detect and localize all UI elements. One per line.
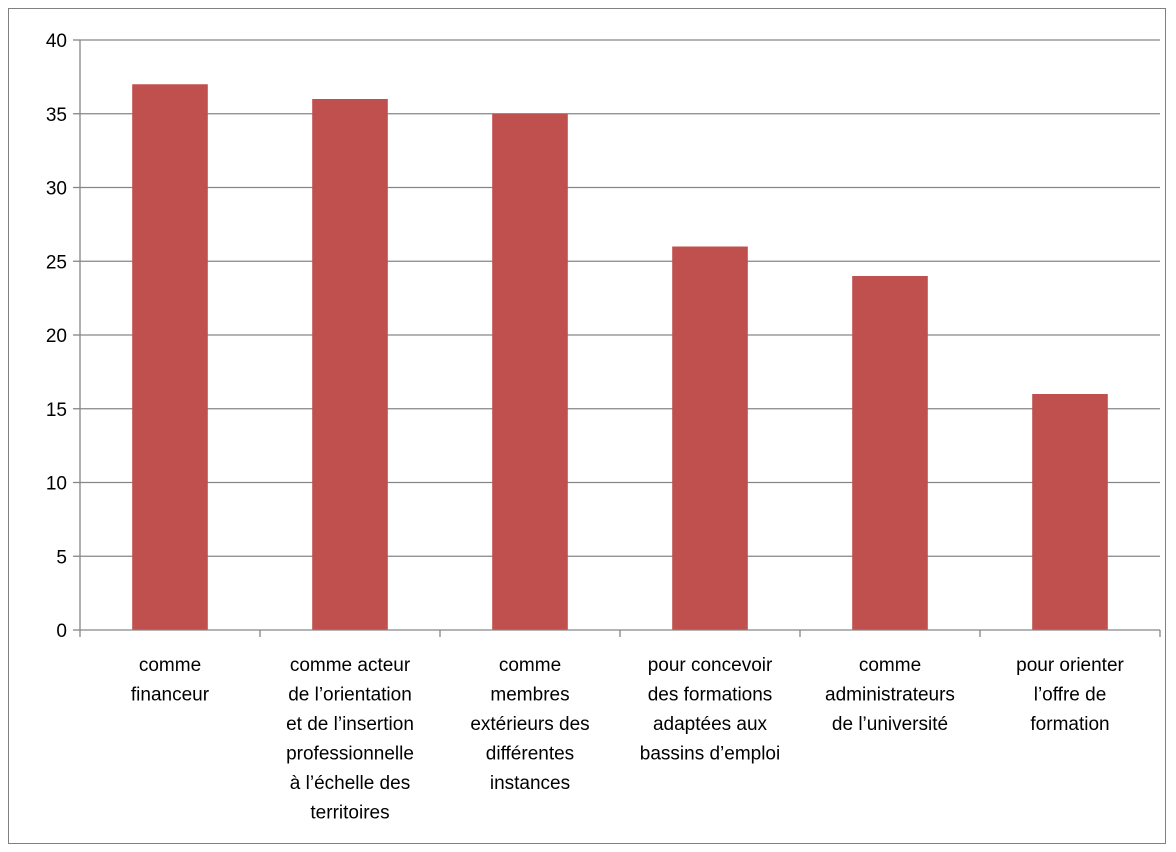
y-tick-label: 15 (46, 400, 67, 421)
y-tick-label: 5 (56, 547, 67, 568)
bars (132, 84, 1108, 630)
bar-5 (1032, 394, 1108, 630)
gridlines (80, 39, 1160, 557)
y-tick-label: 35 (46, 105, 67, 126)
x-category-labels: comme financeur comme acteur de l’orientati… (131, 655, 1125, 824)
bar-2 (492, 113, 568, 630)
x-category-label-3: pour concevoir des formations adaptées aux… (640, 655, 780, 765)
x-category-label-4: comme administrateurs de l’université (825, 655, 955, 735)
y-tick-label: 0 (56, 621, 67, 642)
y-tick-labels: 0 5 10 15 20 25 30 35 40 (46, 31, 67, 642)
bar-3 (672, 246, 748, 630)
y-tick-label: 10 (46, 474, 67, 495)
x-category-label-2: comme membres extérieurs des différentes ins… (470, 655, 589, 794)
x-category-label-0: comme financeur (131, 655, 210, 706)
y-tick-label: 40 (46, 31, 67, 52)
x-category-label-5: pour orienter l’offre de formation (1016, 655, 1124, 735)
bar-1 (312, 99, 388, 630)
y-tick-label: 30 (46, 179, 67, 200)
bar-0 (132, 84, 208, 630)
bar-4 (852, 276, 928, 630)
y-tick-label: 20 (46, 326, 67, 347)
y-tick-label: 25 (46, 252, 67, 273)
x-category-label-1: comme acteur de l’orientation et de l’inse… (286, 655, 414, 824)
axes (73, 39, 1161, 637)
